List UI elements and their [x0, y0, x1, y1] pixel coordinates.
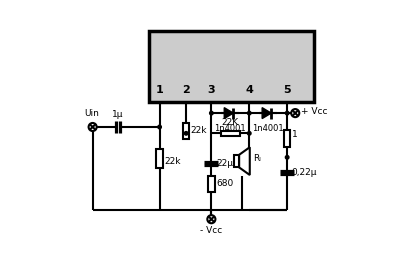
Bar	[234, 155, 239, 167]
Text: 3: 3	[208, 85, 215, 96]
Polygon shape	[224, 108, 233, 119]
Text: Uin: Uin	[84, 109, 99, 118]
Bar	[284, 130, 290, 147]
Text: 1μ: 1μ	[112, 110, 124, 119]
Text: 4: 4	[245, 85, 253, 96]
Text: 1n4001: 1n4001	[214, 124, 246, 133]
Text: + Vcc: + Vcc	[301, 107, 327, 116]
Circle shape	[248, 111, 251, 115]
Circle shape	[248, 132, 251, 135]
Text: 22k: 22k	[164, 157, 181, 166]
Text: 22k: 22k	[191, 126, 207, 135]
Circle shape	[210, 111, 213, 115]
Text: - Vcc: - Vcc	[200, 226, 222, 234]
Bar	[150, 31, 314, 102]
Text: 22K: 22K	[222, 118, 239, 127]
Polygon shape	[262, 108, 271, 119]
Bar	[221, 131, 240, 136]
Polygon shape	[239, 147, 250, 175]
Circle shape	[158, 125, 161, 129]
Text: 5: 5	[283, 85, 291, 96]
Text: 1: 1	[292, 130, 298, 139]
Text: 1: 1	[156, 85, 164, 96]
Circle shape	[184, 132, 188, 135]
Text: 22μ: 22μ	[216, 159, 233, 168]
Bar	[156, 149, 163, 168]
Text: 1n4001: 1n4001	[252, 124, 284, 133]
Bar	[208, 176, 214, 192]
Circle shape	[285, 111, 289, 115]
Text: 680: 680	[216, 179, 233, 188]
Text: 2: 2	[182, 85, 190, 96]
Text: Rₗ: Rₗ	[253, 154, 261, 163]
Text: 0,22μ: 0,22μ	[292, 168, 317, 177]
Bar	[183, 123, 189, 139]
Circle shape	[285, 155, 289, 159]
